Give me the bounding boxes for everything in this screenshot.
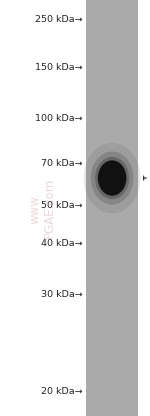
Text: www.
PGAE.com: www. PGAE.com — [28, 178, 56, 238]
Text: 70 kDa→: 70 kDa→ — [41, 159, 82, 168]
Text: 250 kDa→: 250 kDa→ — [35, 15, 83, 25]
Ellipse shape — [95, 157, 129, 199]
Text: 30 kDa→: 30 kDa→ — [41, 290, 82, 299]
Text: 150 kDa→: 150 kDa→ — [35, 63, 83, 72]
Ellipse shape — [84, 143, 141, 213]
Text: 20 kDa→: 20 kDa→ — [41, 387, 82, 396]
Text: 40 kDa→: 40 kDa→ — [41, 239, 82, 248]
Text: 50 kDa→: 50 kDa→ — [41, 201, 82, 210]
Bar — [86, 0, 138, 416]
Text: 100 kDa→: 100 kDa→ — [35, 114, 83, 123]
Ellipse shape — [98, 161, 126, 196]
Ellipse shape — [91, 151, 134, 205]
